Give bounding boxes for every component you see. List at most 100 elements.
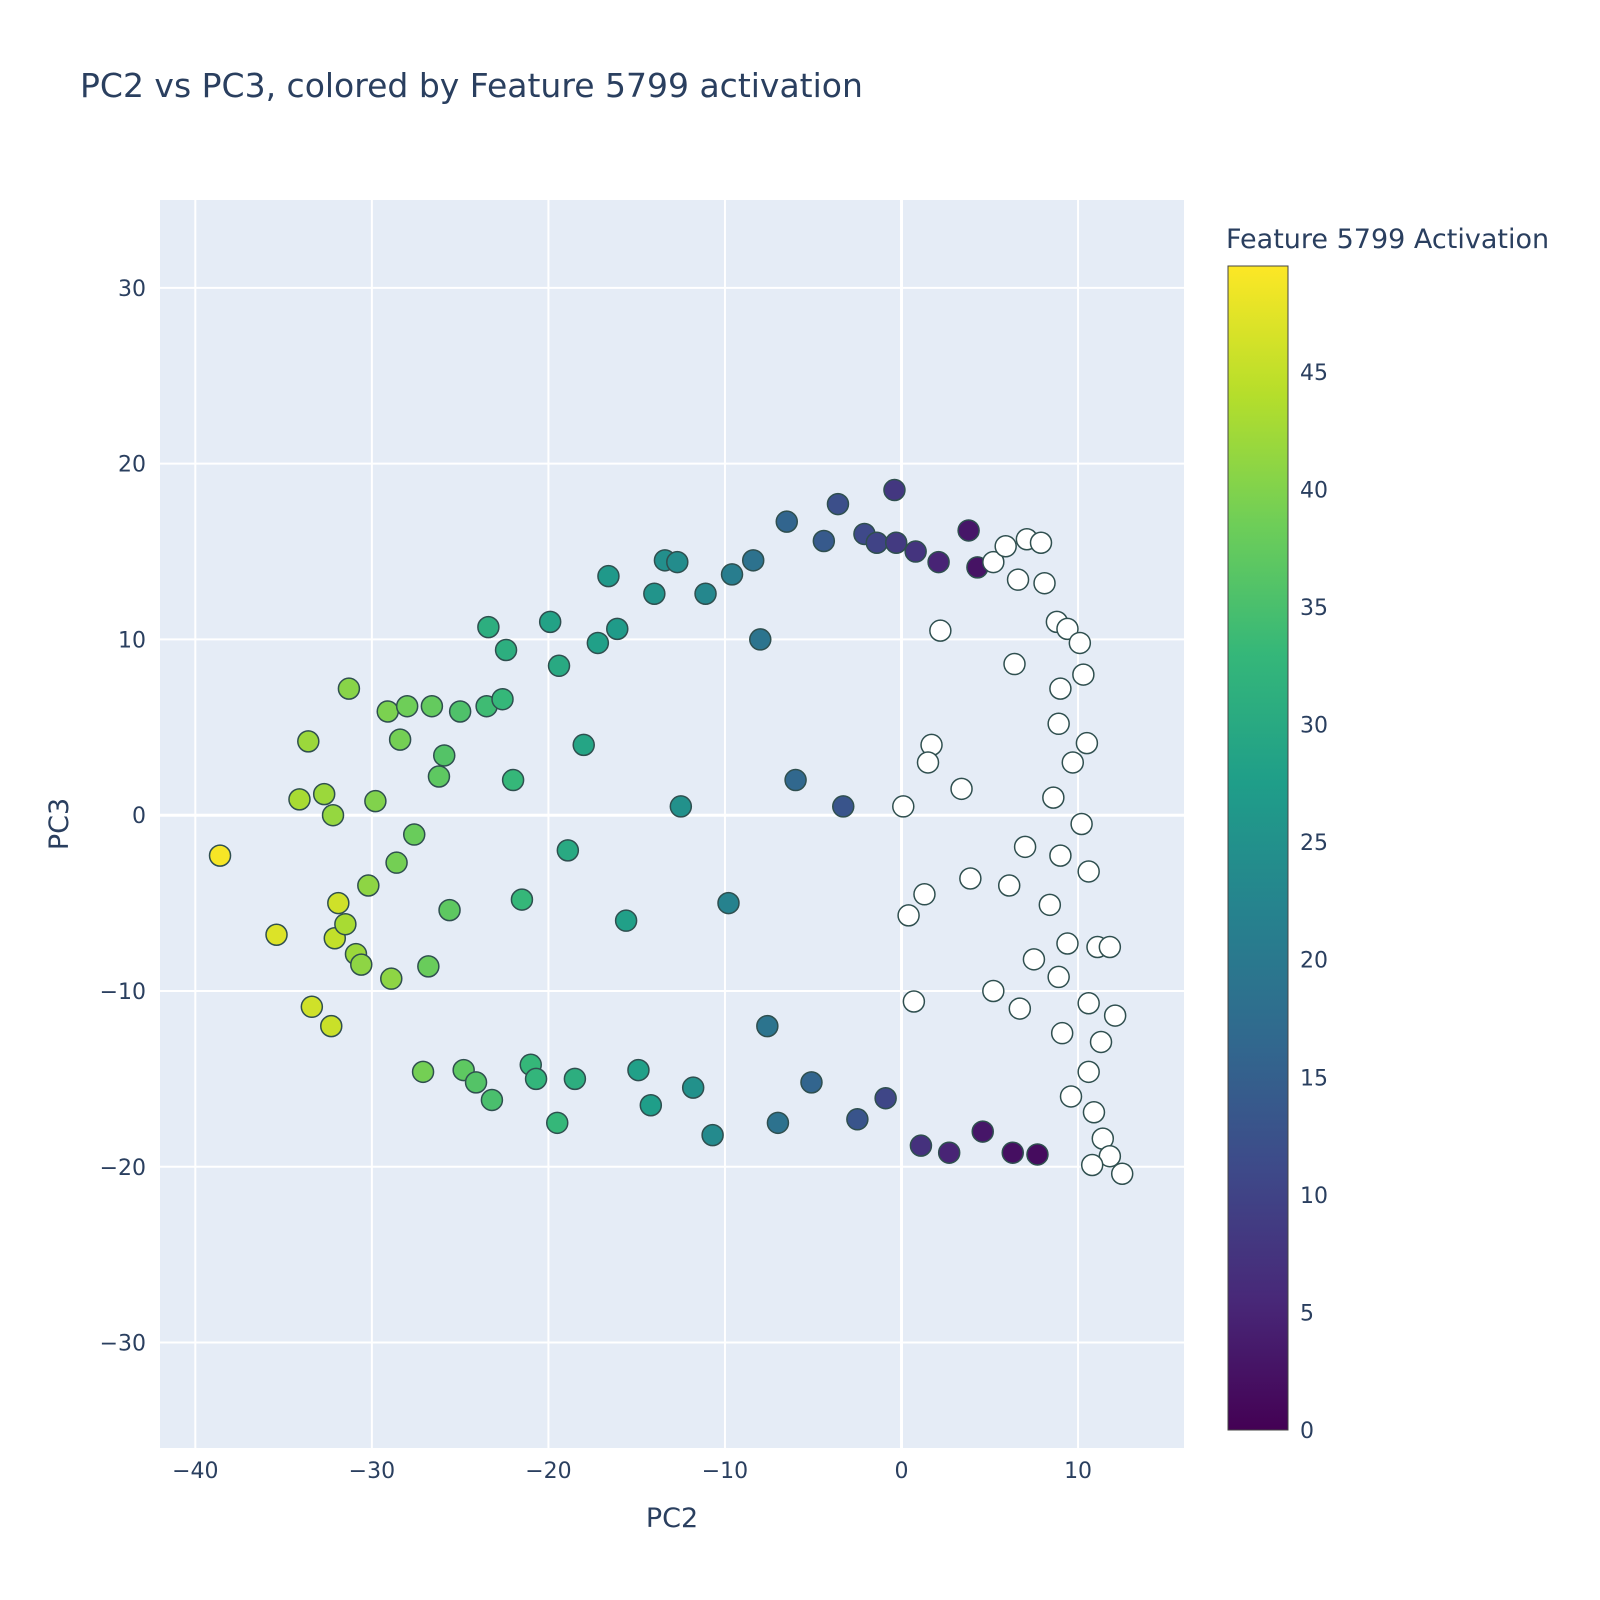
x-tick-label: −10 [702, 1459, 748, 1484]
data-point [800, 1071, 823, 1094]
data-point [545, 1111, 569, 1135]
chart-title: PC2 vs PC3, colored by Feature 5799 acti… [80, 66, 863, 105]
colorbar-tick-label: 10 [1300, 1184, 1328, 1209]
data-point [208, 844, 232, 867]
data-point [1082, 1101, 1106, 1124]
x-tick-label: 0 [895, 1459, 909, 1484]
data-point [775, 510, 799, 533]
data-point [1059, 1085, 1083, 1108]
data-point [904, 540, 927, 563]
data-point [388, 728, 412, 751]
data-point [1056, 617, 1079, 641]
data-point [982, 550, 1005, 574]
data-point [1049, 677, 1072, 700]
data-point [614, 909, 638, 932]
data-point [1050, 1021, 1074, 1045]
data-point [1077, 860, 1100, 883]
data-point [563, 1067, 587, 1091]
data-point [402, 823, 426, 846]
colorbar-tick-label: 40 [1300, 478, 1328, 503]
data-point [420, 694, 444, 718]
data-point [927, 550, 950, 574]
colorbar-tick-label: 35 [1300, 596, 1328, 621]
data-point [556, 839, 580, 862]
data-point [846, 1108, 869, 1131]
data-point [717, 891, 740, 915]
y-tick-label: −20 [100, 1156, 146, 1181]
data-point [1103, 1004, 1127, 1027]
data-point [524, 1067, 548, 1091]
data-point [606, 617, 629, 641]
data-point [312, 782, 336, 806]
x-axis-title: PC2 [646, 1503, 698, 1534]
data-point [288, 788, 311, 811]
data-point [997, 874, 1021, 897]
data-point [334, 912, 357, 936]
data-point [364, 789, 387, 813]
data-point [897, 904, 920, 927]
data-point [1098, 1144, 1122, 1168]
data-point [480, 1088, 504, 1112]
data-point [1075, 731, 1099, 755]
data-point [494, 638, 518, 662]
x-tick-label: 10 [1064, 1459, 1092, 1484]
x-tick-label: −30 [349, 1459, 395, 1484]
data-point [1068, 631, 1092, 655]
colorbar-tick-label: 25 [1300, 831, 1328, 856]
data-point [510, 888, 534, 911]
colorbar-title: Feature 5799 Activation [1226, 224, 1549, 255]
data-point [1033, 571, 1056, 595]
data-point [681, 1076, 705, 1099]
data-point [982, 979, 1005, 1003]
colorbar-tick-label: 15 [1300, 1066, 1328, 1091]
data-point [701, 1123, 724, 1147]
data-point [337, 677, 361, 700]
data-point [950, 777, 973, 801]
data-point [874, 1086, 897, 1110]
data-point [937, 1141, 961, 1164]
data-point [892, 795, 915, 818]
data-point [597, 564, 620, 588]
plot-area [160, 200, 1184, 1448]
data-point [1080, 1153, 1104, 1177]
data-point [826, 492, 850, 516]
data-point [350, 953, 373, 976]
data-point [395, 694, 419, 718]
data-point [694, 582, 717, 605]
data-point [572, 733, 595, 757]
data-point [538, 610, 562, 634]
colorbar-tick-label: 20 [1300, 949, 1328, 974]
data-point [432, 744, 456, 767]
data-point [883, 478, 906, 502]
data-point [1003, 652, 1026, 676]
data-point [756, 1014, 779, 1038]
y-tick-label: 30 [118, 277, 146, 302]
data-point [643, 582, 666, 605]
data-point [1072, 663, 1095, 686]
data-point [357, 874, 380, 897]
gridlines [160, 200, 1184, 1448]
data-point [639, 1093, 663, 1117]
y-tick-label: 10 [118, 628, 146, 653]
colorbar-tick-label: 0 [1300, 1419, 1314, 1444]
data-point [547, 654, 571, 678]
data-point [265, 923, 288, 946]
colorbar-tick-label: 45 [1300, 361, 1328, 386]
data-point [448, 700, 472, 723]
data-point [1098, 935, 1122, 959]
x-tick-label: −40 [172, 1459, 218, 1484]
data-point [971, 1120, 994, 1143]
data-point [749, 628, 772, 651]
data-point [1029, 531, 1053, 555]
data-point [1110, 1162, 1134, 1186]
data-point [812, 529, 836, 553]
colorbar: 0 5 10 15 20 25 30 35 40 45 [1227, 265, 1328, 1444]
colorbar-gradient [1227, 265, 1289, 1431]
axis-ticks: −40 −30 −20 −10 0 10 −30 −20 −10 0 10 20 30 [100, 277, 1093, 1484]
data-point [1013, 835, 1037, 859]
data-point [464, 1071, 488, 1094]
data-point [300, 995, 324, 1019]
colorbar-tick-label: 5 [1300, 1301, 1314, 1326]
data-point [957, 519, 980, 542]
data-point [929, 619, 952, 642]
